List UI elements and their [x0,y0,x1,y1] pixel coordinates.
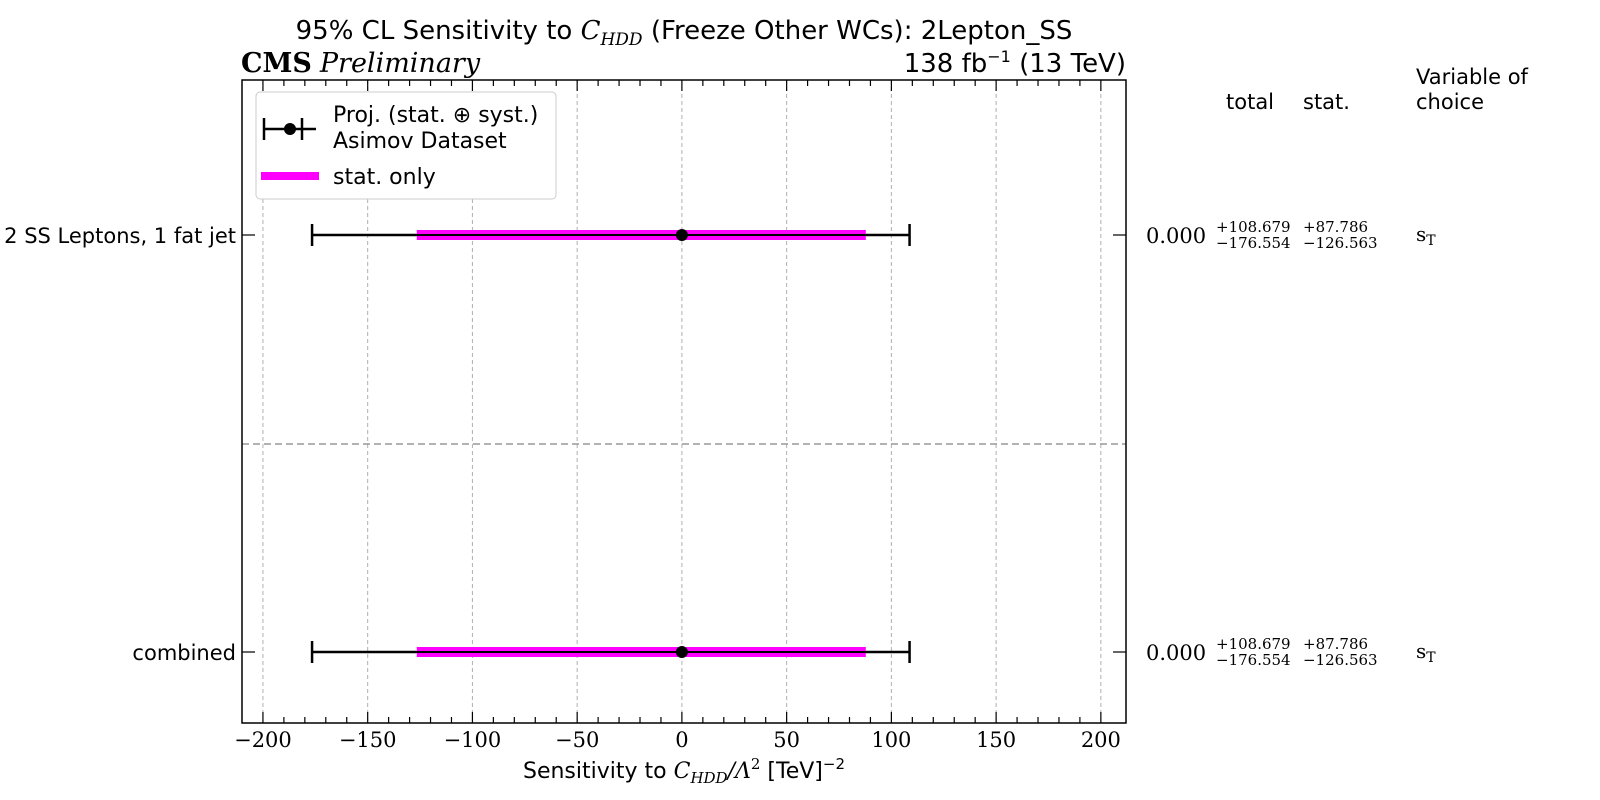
legend-label-total-line1: Proj. (stat. ⊕ syst.) [333,103,538,128]
column-header-stat: stat. [1303,90,1350,114]
central-value-point [675,229,688,241]
axes-frame: −200 −150 −100 −50 0 50 100 150 200 [234,79,1127,752]
row-label: 2 SS Leptons, 1 fat jet [4,224,236,248]
column-header-variable-line1: Variable of [1416,65,1529,89]
total-down-value: −176.554 [1216,651,1291,669]
legend: Proj. (stat. ⊕ syst.) Asimov Dataset sta… [255,91,557,200]
chart-title: 95% CL Sensitivity to CHDD (Freeze Other… [296,16,1073,50]
x-tick-label: 200 [1081,728,1121,752]
legend-label-total-line2: Asimov Dataset [333,129,507,154]
cms-label: CMS Preliminary [241,48,481,79]
x-tick-label: −200 [234,728,292,752]
legend-errorbar-symbol [262,118,316,140]
column-header-total: total [1226,90,1274,114]
stat-up-value: +87.786 [1303,635,1368,653]
central-value-point [675,646,688,658]
stat-down-value: −126.563 [1303,651,1378,669]
stat-down-value: −126.563 [1303,234,1378,252]
legend-box [255,91,557,200]
row-label: combined [132,641,236,665]
central-value: 0.000 [1146,641,1206,665]
x-tick-label: 150 [976,728,1016,752]
total-down-value: −176.554 [1216,234,1291,252]
variable-of-choice: sT [1416,639,1436,666]
plot-frame [241,79,1127,724]
total-up-value: +108.679 [1216,218,1291,236]
stat-up-value: +87.786 [1303,218,1368,236]
x-tick-label: 100 [871,728,911,752]
legend-label-stat: stat. only [333,165,436,190]
x-tick-label: −50 [555,728,599,752]
central-value: 0.000 [1146,224,1206,248]
row-values: 2 SS Leptons, 1 fat jet 0.000 +108.679−176… [4,218,1436,669]
x-tick-label: −100 [444,728,502,752]
x-tick-label: 50 [773,728,800,752]
column-header-variable-line2: choice [1416,90,1484,114]
grid-lines [242,80,1126,723]
x-tick-label: −150 [339,728,397,752]
lumi-label: 138 fb−1 (13 TeV) [904,47,1126,79]
x-axis-label: Sensitivity to CHDD/Λ2 [TeV]−2 [523,755,845,787]
variable-of-choice: sT [1416,222,1436,249]
error-bars [310,224,911,663]
legend-stat-symbol [261,172,319,180]
total-up-value: +108.679 [1216,635,1291,653]
x-tick-label: 0 [675,728,688,752]
